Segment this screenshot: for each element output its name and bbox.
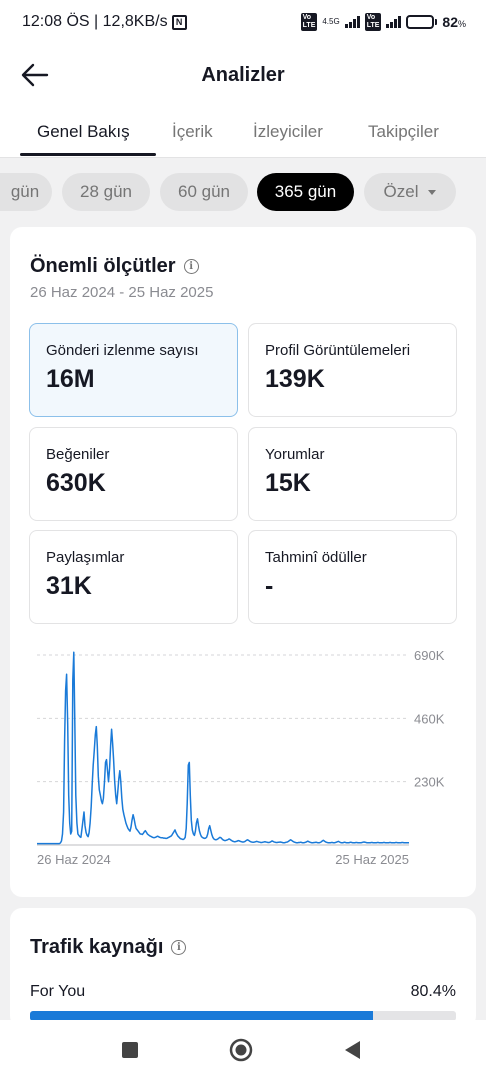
chip-label: gün (10, 182, 40, 201)
key-metrics-card: Önemli ölçütler i 26 Haz 2024 - 25 Haz 2… (10, 227, 476, 897)
metric-label: Yorumlar (265, 446, 325, 463)
metric-estimated-rewards[interactable]: Tahminî ödüller - (248, 530, 457, 624)
chip-7-days[interactable]: gün (0, 173, 52, 211)
nfc-icon: N (171, 14, 187, 30)
network-type: 4.5G (322, 17, 340, 26)
chip-365-days[interactable]: 365 gün (257, 173, 354, 211)
metric-label: Tahminî ödüller (265, 549, 367, 566)
period-chips: gün 28 gün 60 gün 365 gün Özel (0, 158, 486, 226)
tab-active-indicator (20, 153, 156, 156)
traffic-progress-bar (30, 1011, 456, 1021)
traffic-progress-fill (30, 1011, 373, 1021)
traffic-title-row: Trafik kaynağı i (30, 936, 187, 959)
back-button[interactable] (18, 58, 52, 92)
metric-value: 139K (265, 365, 325, 393)
battery-icon (406, 15, 438, 29)
home-button[interactable] (229, 1038, 253, 1062)
circle-home-icon (229, 1038, 253, 1062)
metric-likes[interactable]: Beğeniler 630K (29, 427, 238, 521)
traffic-source-label: For You (30, 983, 86, 1000)
traffic-title: Trafik kaynağı (30, 936, 164, 958)
arrow-left-icon (21, 63, 49, 87)
nav-back-button[interactable] (340, 1038, 364, 1062)
date-range: 26 Haz 2024 - 25 Haz 2025 (30, 284, 214, 301)
recent-apps-button[interactable] (118, 1038, 142, 1062)
status-bar: 12:08 ÖS | 12,8KB/s N Vo LTE 4.5G Vo LTE 8… (0, 0, 486, 44)
chip-28-days[interactable]: 28 gün (62, 173, 150, 211)
metric-label: Gönderi izlenme sayısı (46, 342, 199, 359)
metric-value: 15K (265, 469, 311, 497)
tab-followers[interactable]: Takipçiler (368, 122, 439, 141)
status-left: 12:08 ÖS | 12,8KB/s N (22, 13, 187, 31)
chart-x-tick-label: 25 Haz 2025 (335, 852, 409, 867)
chart-x-tick-label: 26 Haz 2024 (37, 852, 111, 867)
info-icon[interactable]: i (171, 940, 187, 955)
battery-percent-group: 82% (442, 14, 466, 30)
tab-content[interactable]: İçerik (172, 122, 213, 141)
metric-post-views[interactable]: Gönderi izlenme sayısı 16M (29, 323, 238, 417)
chart-series-line (37, 651, 409, 845)
chip-60-days[interactable]: 60 gün (160, 173, 248, 211)
metric-label: Paylaşımlar (46, 549, 125, 566)
triangle-back-icon (345, 1041, 360, 1059)
battery-percent: 82 (442, 14, 458, 30)
key-metrics-title-row: Önemli ölçütler i (30, 255, 199, 278)
traffic-source-value: 80.4% (410, 983, 456, 1000)
metric-value: 16M (46, 365, 95, 393)
metric-value: 31K (46, 572, 92, 600)
metric-value: 630K (46, 469, 106, 497)
page-title: Analizler (201, 64, 285, 86)
metric-label: Beğeniler (46, 446, 110, 463)
views-line-chart: 690K 460K 230K 26 Haz 2024 25 Haz 2025 (37, 648, 445, 867)
metric-profile-views[interactable]: Profil Görüntülemeleri 139K (248, 323, 457, 417)
header: Analizler (0, 44, 486, 106)
metric-value: - (265, 572, 274, 600)
chip-label: 28 gün (80, 182, 132, 201)
chip-label: 365 gün (274, 182, 337, 201)
chip-label: 60 gün (178, 182, 230, 201)
battery-percent-symbol: % (457, 19, 466, 29)
square-recent-apps-icon (122, 1042, 138, 1058)
views-chart[interactable]: 690K 460K 230K 26 Haz 2024 25 Haz 2025 (10, 635, 476, 875)
chart-y-tick-label: 690K (414, 648, 445, 663)
traffic-row-for-you: For You 80.4% (30, 983, 456, 1001)
signal-icon-2 (386, 16, 402, 28)
chart-y-tick-label: 460K (414, 711, 445, 726)
metric-shares[interactable]: Paylaşımlar 31K (29, 530, 238, 624)
chip-label: Özel (383, 182, 419, 201)
key-metrics-title: Önemli ölçütler (30, 255, 176, 277)
info-icon[interactable]: i (183, 259, 199, 274)
metric-comments[interactable]: Yorumlar 15K (248, 427, 457, 521)
status-right: Vo LTE 4.5G Vo LTE 82% (300, 13, 466, 31)
chip-custom[interactable]: Özel (364, 173, 456, 211)
volte-icon-2: Vo LTE (364, 13, 382, 31)
signal-icon (344, 16, 360, 28)
tab-overview[interactable]: Genel Bakış (37, 122, 130, 141)
status-time-speed: 12:08 ÖS | 12,8KB/s (22, 13, 168, 30)
volte-icon: Vo LTE (300, 13, 318, 31)
caret-down-icon (428, 189, 437, 195)
tab-viewers[interactable]: İzleyiciler (253, 122, 323, 141)
chart-y-tick-label: 230K (414, 775, 445, 790)
metric-label: Profil Görüntülemeleri (265, 342, 411, 359)
system-nav-bar (0, 1020, 486, 1080)
traffic-source-card: Trafik kaynağı i For You 80.4% (10, 908, 476, 1028)
tab-bar: Genel Bakış İçerik İzleyiciler Takipçile… (0, 106, 486, 158)
